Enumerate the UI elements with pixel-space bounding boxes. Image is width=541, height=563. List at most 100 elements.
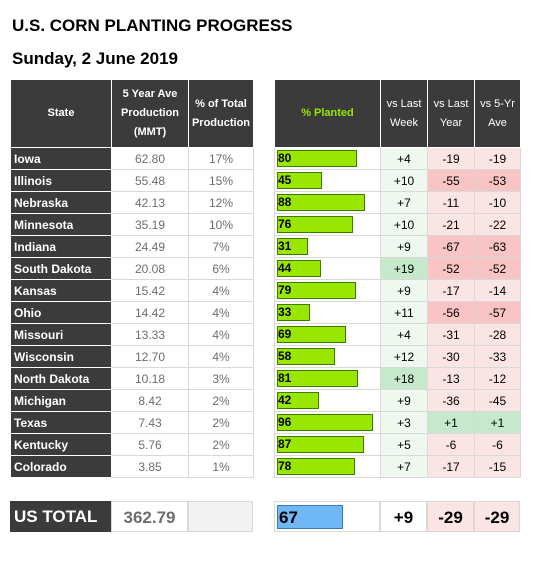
table-row: 33 +11 -56 -57 (274, 301, 521, 324)
table-row: Indiana 24.49 7% (10, 235, 254, 258)
vs-last-year-value: -11 (427, 191, 475, 214)
vs-last-week-value: +9 (380, 235, 428, 258)
state-name: Texas (10, 411, 112, 434)
planted-cell: 80 (274, 147, 381, 170)
planted-value: 80 (278, 151, 292, 165)
planted-cell: 69 (274, 323, 381, 346)
planted-bar (277, 392, 319, 409)
pct-total-value: 2% (188, 389, 254, 412)
us-total-left: US TOTAL 362.79 (10, 501, 253, 532)
us-total-planted-cell: 67 (274, 501, 380, 532)
vs-last-year-value: -30 (427, 345, 475, 368)
vs-5yr-value: -63 (474, 235, 521, 258)
planted-bar (277, 194, 365, 211)
header-state: State (10, 79, 112, 148)
vs-last-year-value: -55 (427, 169, 475, 192)
production-value: 8.42 (111, 389, 189, 412)
vs-last-week-value: +18 (380, 367, 428, 390)
header-vs-last-year: vs Last Year (427, 79, 475, 148)
planted-bar (277, 216, 353, 233)
vs-last-week-value: +11 (380, 301, 428, 324)
production-value: 3.85 (111, 455, 189, 478)
production-value: 7.43 (111, 411, 189, 434)
vs-last-year-value: -31 (427, 323, 475, 346)
pct-total-value: 2% (188, 433, 254, 456)
table-row: 87 +5 -6 -6 (274, 433, 521, 456)
planted-value: 42 (278, 393, 292, 407)
planted-value: 79 (278, 283, 292, 297)
planted-cell: 81 (274, 367, 381, 390)
vs-last-year-value: -52 (427, 257, 475, 280)
planted-value: 69 (278, 327, 292, 341)
state-name: Kentucky (10, 433, 112, 456)
production-value: 20.08 (111, 257, 189, 280)
vs-last-year-value: +1 (427, 411, 475, 434)
planted-cell: 87 (274, 433, 381, 456)
pct-total-value: 17% (188, 147, 254, 170)
planted-value: 81 (278, 371, 292, 385)
header-pct-total: % of Total Production (188, 79, 254, 148)
vs-last-week-value: +19 (380, 257, 428, 280)
table-row: Missouri 13.33 4% (10, 323, 254, 346)
production-value: 12.70 (111, 345, 189, 368)
vs-5yr-value: -28 (474, 323, 521, 346)
planted-bar (277, 238, 308, 255)
header-vs-last-week: vs Last Week (380, 79, 428, 148)
pct-total-value: 6% (188, 257, 254, 280)
vs-last-week-value: +4 (380, 323, 428, 346)
vs-5yr-value: -6 (474, 433, 521, 456)
pct-total-value: 4% (188, 345, 254, 368)
planted-cell: 79 (274, 279, 381, 302)
vs-last-week-value: +7 (380, 455, 428, 478)
production-value: 42.13 (111, 191, 189, 214)
table-row: 88 +7 -11 -10 (274, 191, 521, 214)
planted-bar (277, 172, 322, 189)
state-name: North Dakota (10, 367, 112, 390)
us-total-planted-value: 67 (279, 508, 298, 527)
planted-value: 87 (278, 437, 292, 451)
vs-5yr-value: -14 (474, 279, 521, 302)
planted-bar (277, 260, 321, 277)
table-row: Michigan 8.42 2% (10, 389, 254, 412)
table-row: 81 +18 -13 -12 (274, 367, 521, 390)
vs-last-week-value: +9 (380, 389, 428, 412)
vs-last-year-value: -17 (427, 455, 475, 478)
vs-last-week-value: +9 (380, 279, 428, 302)
table-row: Wisconsin 12.70 4% (10, 345, 254, 368)
table-row: Ohio 14.42 4% (10, 301, 254, 324)
us-total-label: US TOTAL (10, 501, 111, 532)
vs-5yr-value: -33 (474, 345, 521, 368)
header-planted: % Planted (274, 79, 381, 148)
production-value: 14.42 (111, 301, 189, 324)
vs-last-week-value: +10 (380, 213, 428, 236)
table-row: Illinois 55.48 15% (10, 169, 254, 192)
vs-last-week-value: +5 (380, 433, 428, 456)
report-date: Sunday, 2 June 2019 (12, 49, 178, 68)
planted-value: 44 (278, 261, 292, 275)
table-row: Nebraska 42.13 12% (10, 191, 254, 214)
table-row: 79 +9 -17 -14 (274, 279, 521, 302)
planted-value: 33 (278, 305, 292, 319)
state-name: Nebraska (10, 191, 112, 214)
state-name: Iowa (10, 147, 112, 170)
table-row: 80 +4 -19 -19 (274, 147, 521, 170)
vs-last-week-value: +3 (380, 411, 428, 434)
vs-5yr-value: -10 (474, 191, 521, 214)
planted-value: 96 (278, 415, 292, 429)
vs-5yr-value: -22 (474, 213, 521, 236)
vs-5yr-value: -12 (474, 367, 521, 390)
pct-total-value: 3% (188, 367, 254, 390)
pct-total-value: 4% (188, 301, 254, 324)
table-row: 42 +9 -36 -45 (274, 389, 521, 412)
vs-last-year-value: -19 (427, 147, 475, 170)
table-row: 76 +10 -21 -22 (274, 213, 521, 236)
planted-bar (277, 150, 357, 167)
vs-5yr-value: +1 (474, 411, 521, 434)
table-row: 58 +12 -30 -33 (274, 345, 521, 368)
planted-cell: 76 (274, 213, 381, 236)
planted-cell: 42 (274, 389, 381, 412)
table-row: South Dakota 20.08 6% (10, 257, 254, 280)
table-row: Kansas 15.42 4% (10, 279, 254, 302)
planted-bar (277, 370, 358, 387)
state-name: Illinois (10, 169, 112, 192)
